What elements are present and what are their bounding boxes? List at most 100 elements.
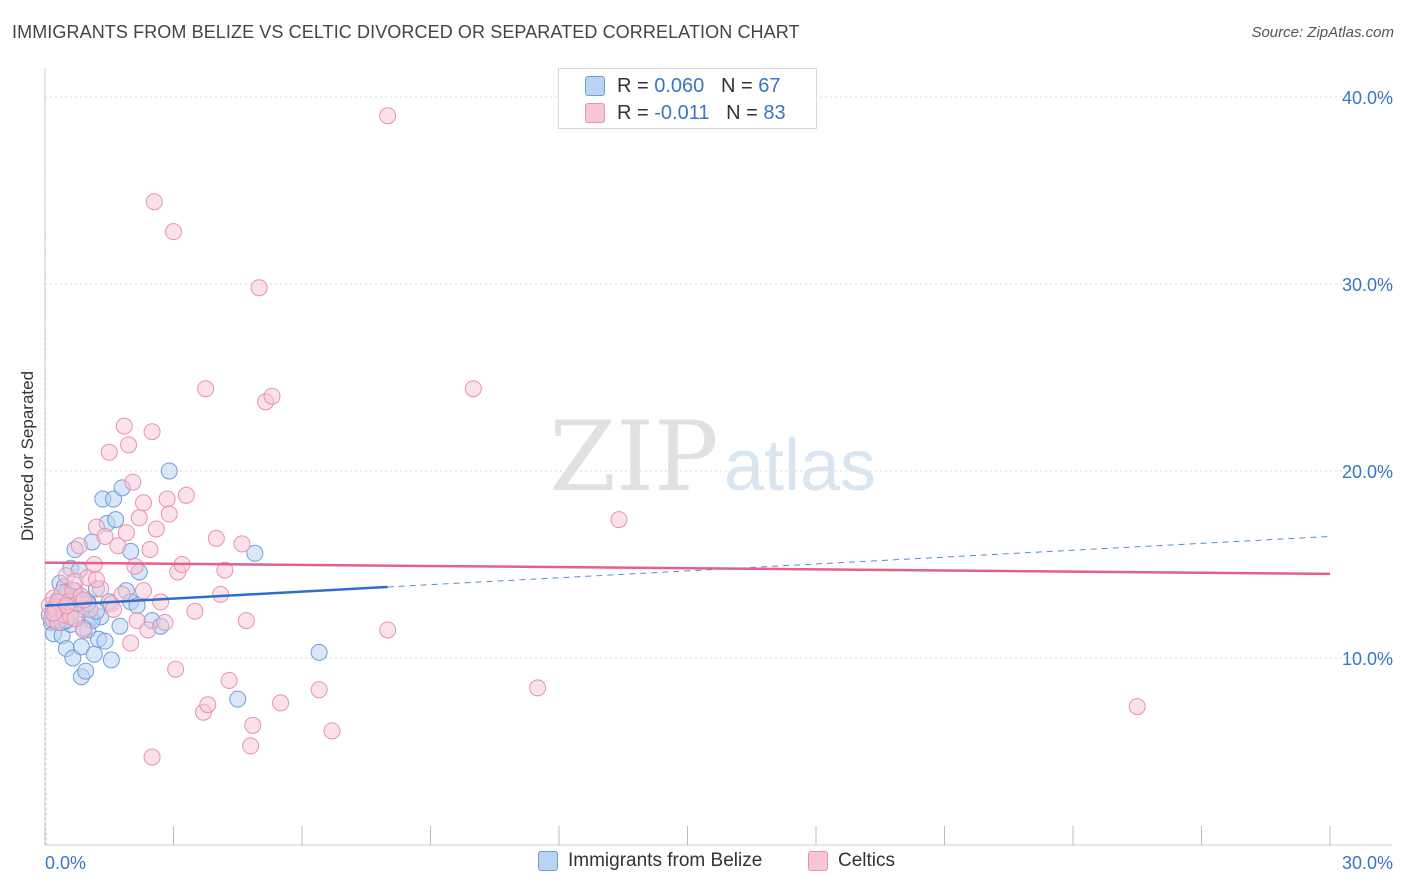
legend-r-value: 0.060: [654, 74, 705, 97]
belize-point: [111, 617, 129, 635]
celtics-point: [167, 660, 185, 678]
legend-r-label: R =: [617, 74, 655, 97]
celtics-point: [220, 671, 238, 689]
y-tick-label: 20.0%: [1342, 462, 1393, 482]
celtics-point: [237, 612, 255, 630]
source-label: Source: ZipAtlas.com: [1251, 24, 1394, 41]
celtics-point: [242, 737, 260, 755]
chart-title: IMMIGRANTS FROM BELIZE VS CELTIC DIVORCE…: [12, 22, 800, 42]
celtics-point: [100, 443, 118, 461]
celtics-point: [310, 681, 328, 699]
bottom-swatch-belize: [538, 851, 558, 871]
celtics-point: [156, 613, 174, 631]
legend-r-label: R =: [617, 101, 655, 124]
celtics-point: [126, 557, 144, 575]
celtics-point: [197, 380, 215, 398]
celtics-point: [212, 585, 230, 603]
watermark-atlas: atlas: [724, 426, 876, 506]
belize-point: [229, 690, 247, 708]
celtics-point: [379, 107, 397, 125]
celtics-point: [207, 529, 225, 547]
belize-point: [64, 649, 82, 667]
celtics-trend-line: [44, 561, 1331, 576]
celtics-point: [96, 527, 114, 545]
y-tick-label: 10.0%: [1342, 649, 1393, 669]
y-axis-title: Divorced or Separated: [18, 371, 37, 541]
belize-point: [96, 632, 114, 650]
tick-labels: 10.0% 20.0% 30.0% 40.0% 0.0% 30.0% Divorced or…: [18, 88, 1393, 873]
celtics-point: [145, 193, 163, 211]
correlation-legend: R = 0.060 N = 67 R = -0.011 N = 83: [558, 68, 817, 129]
celtics-point: [130, 509, 148, 527]
belize-point: [246, 544, 264, 562]
celtics-point: [250, 279, 268, 297]
celtics-point: [117, 524, 135, 542]
belize-point: [85, 645, 103, 663]
belize-point: [102, 651, 120, 669]
celtics-point: [379, 621, 397, 639]
axes: [44, 68, 1392, 846]
legend-n-value: 67: [758, 74, 781, 97]
y-tick-label: 40.0%: [1342, 88, 1393, 108]
celtics-point: [109, 537, 127, 555]
celtics-point: [135, 582, 153, 600]
celtics-point: [244, 716, 262, 734]
legend-swatch-belize: [585, 76, 605, 96]
celtics-point: [120, 436, 138, 454]
celtics-point: [464, 380, 482, 398]
celtics-point: [263, 387, 281, 405]
bottom-swatch-celtics: [808, 851, 828, 871]
watermark: ZIP atlas: [549, 401, 876, 513]
celtics-point: [323, 722, 341, 740]
celtics-point: [272, 694, 290, 712]
celtics-point: [1128, 698, 1146, 716]
celtics-point: [70, 537, 88, 555]
x-tick-label: 0.0%: [45, 853, 86, 873]
celtics-point: [143, 748, 161, 766]
trend-lines-dashed: [387, 535, 1331, 588]
celtics-point: [147, 520, 165, 538]
celtics-point: [610, 511, 628, 529]
legend-n-label: N =: [720, 74, 759, 97]
celtics-point: [105, 600, 123, 618]
belize-point: [105, 490, 123, 508]
celtics-points: [40, 107, 1146, 766]
celtics-point: [85, 556, 103, 573]
x-tick-label: 30.0%: [1342, 853, 1393, 873]
legend-n-label: N =: [726, 101, 764, 124]
y-tick-label: 30.0%: [1342, 275, 1393, 295]
watermark-zip: ZIP: [549, 401, 718, 513]
celtics-point: [177, 486, 195, 504]
celtics-point: [75, 621, 93, 639]
celtics-point: [165, 223, 182, 241]
celtics-point: [152, 593, 170, 611]
bottom-legend-label: Celtics: [838, 850, 896, 871]
celtics-point: [122, 634, 140, 652]
celtics-point: [139, 621, 157, 639]
celtics-point: [143, 423, 161, 441]
bottom-legend-celtics: Celtics: [808, 850, 895, 872]
belize-point: [107, 511, 125, 529]
belize-point: [310, 643, 328, 661]
celtics-point: [135, 494, 153, 512]
celtics-point: [141, 541, 159, 559]
legend-row-belize: R = 0.060 N = 67: [585, 74, 780, 98]
belize-trend-extension: [387, 535, 1331, 588]
legend-row-celtics: R = -0.011 N = 83: [585, 101, 786, 125]
celtics-point: [45, 604, 63, 622]
bottom-legend-label: Immigrants from Belize: [568, 850, 763, 871]
celtics-point: [199, 696, 217, 714]
celtics-point: [75, 591, 93, 609]
legend-swatch-celtics: [585, 103, 605, 123]
celtics-point: [216, 561, 234, 579]
celtics-point: [158, 490, 176, 508]
belize-point: [72, 638, 90, 656]
celtics-point: [186, 602, 204, 620]
celtics-point: [160, 505, 178, 523]
belize-point: [77, 662, 95, 680]
trend-lines: [44, 561, 1331, 607]
belize-point: [160, 462, 178, 480]
bottom-legend-belize: Immigrants from Belize: [538, 850, 762, 872]
belize-trend-line: [44, 585, 388, 607]
